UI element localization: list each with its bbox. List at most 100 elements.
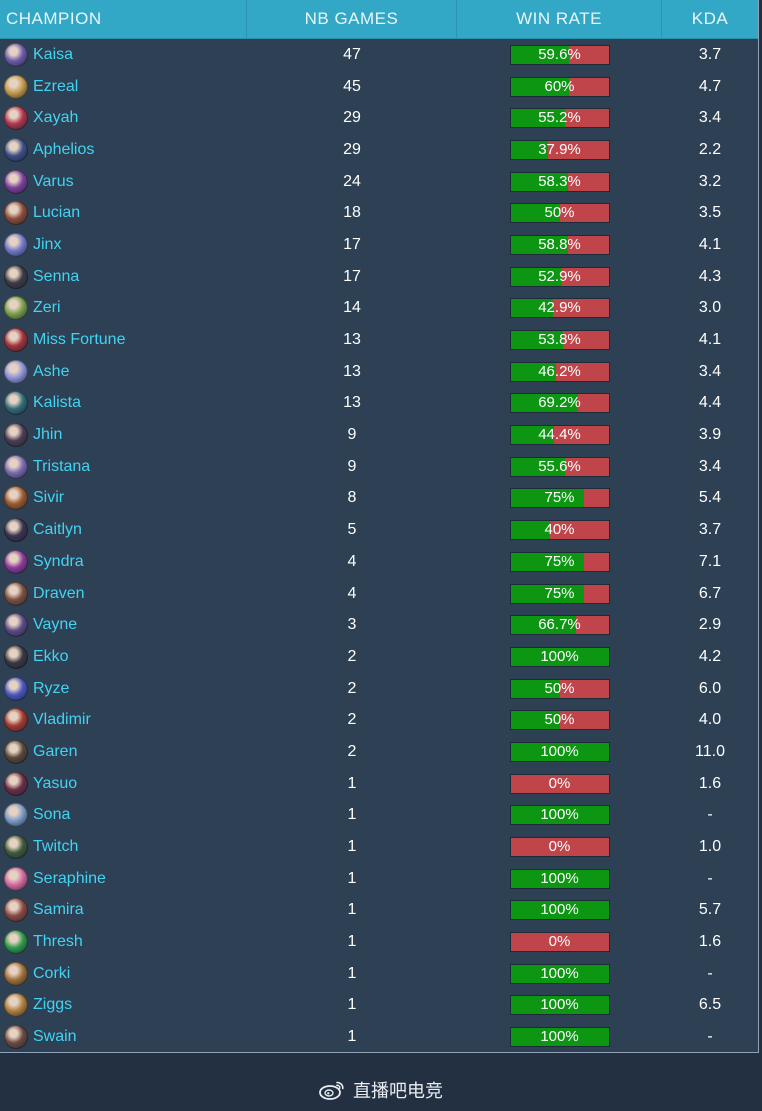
kda-value: 3.4 (698, 457, 722, 475)
table-row[interactable]: Vladimir 2 50% 4.0 (0, 704, 758, 736)
champion-name[interactable]: Thresh (33, 933, 83, 951)
table-row[interactable]: Tristana 9 55.6% 3.4 (0, 451, 758, 483)
win-rate-cell: 58.3% (457, 171, 662, 192)
header-kda[interactable]: KDA (691, 9, 729, 28)
champion-name[interactable]: Kalista (33, 394, 82, 412)
win-rate-label: 42.9% (538, 299, 581, 317)
table-row[interactable]: Jhin 9 44.4% 3.9 (0, 419, 758, 451)
kda-value: 3.4 (698, 362, 722, 380)
table-row[interactable]: Yasuo 1 0% 1.6 (0, 768, 758, 800)
champion-name[interactable]: Varus (33, 172, 74, 190)
table-row[interactable]: Thresh 1 0% 1.6 (0, 926, 758, 958)
champion-name[interactable]: Lucian (33, 204, 81, 222)
champion-name[interactable]: Aphelios (33, 140, 95, 158)
win-rate-label: 100% (540, 647, 579, 665)
win-rate-bar: 100% (509, 868, 610, 889)
champion-name[interactable]: Xayah (33, 109, 79, 127)
champion-avatar (4, 296, 28, 321)
champion-avatar (4, 359, 28, 384)
table-row[interactable]: Vayne 3 66.7% 2.9 (0, 609, 758, 641)
champion-name[interactable]: Ekko (33, 647, 69, 665)
table-row[interactable]: Garen 2 100% 11.0 (0, 736, 758, 768)
champion-avatar (4, 486, 28, 511)
win-rate-fill (510, 172, 568, 191)
champion-name[interactable]: Syndra (33, 552, 84, 570)
weibo-icon (319, 1081, 344, 1100)
table-row[interactable]: Varus 24 58.3% 3.2 (0, 166, 758, 198)
champion-name[interactable]: Vladimir (33, 711, 91, 729)
champion-name[interactable]: Kaisa (33, 45, 74, 63)
table-row[interactable]: Twitch 1 0% 1.0 (0, 831, 758, 863)
table-row[interactable]: Sivir 8 75% 5.4 (0, 483, 758, 515)
champion-name[interactable]: Jhin (33, 426, 63, 444)
table-row[interactable]: Ryze 2 50% 6.0 (0, 673, 758, 705)
win-rate-fill (510, 331, 564, 350)
champion-name[interactable]: Sona (33, 806, 71, 824)
champion-name[interactable]: Ashe (33, 362, 70, 380)
win-rate-bar: 44.4% (509, 425, 610, 446)
table-row[interactable]: Corki 1 100% - (0, 958, 758, 990)
table-row[interactable]: Ekko 2 100% 4.2 (0, 641, 758, 673)
kda-value: 4.3 (698, 267, 722, 285)
champion-name[interactable]: Senna (33, 267, 80, 285)
table-row[interactable]: Sona 1 100% - (0, 800, 758, 832)
kda-value: 4.7 (698, 77, 722, 95)
table-row[interactable]: Swain 1 100% - (0, 1021, 758, 1053)
win-rate-bar: 100% (509, 963, 610, 984)
table-row[interactable]: Zeri 14 42.9% 3.0 (0, 293, 758, 325)
champion-avatar (4, 1025, 28, 1050)
champion-name[interactable]: Garen (33, 742, 78, 760)
table-row[interactable]: Lucian 18 50% 3.5 (0, 197, 758, 229)
champion-name[interactable]: Twitch (33, 838, 79, 856)
champion-name[interactable]: Sivir (33, 489, 65, 507)
champion-name[interactable]: Ezreal (33, 77, 79, 95)
champion-name[interactable]: Ziggs (33, 996, 73, 1014)
win-rate-bar: 100% (509, 741, 610, 762)
champion-name[interactable]: Zeri (33, 299, 61, 317)
kda-value: - (707, 1028, 713, 1046)
table-row[interactable]: Caitlyn 5 40% 3.7 (0, 514, 758, 546)
table-row[interactable]: Seraphine 1 100% - (0, 863, 758, 895)
champion-name[interactable]: Miss Fortune (33, 331, 126, 349)
champion-cell: Swain (0, 1025, 247, 1050)
win-rate-label: 100% (540, 742, 579, 760)
header-games[interactable]: NB GAMES (247, 0, 457, 38)
champion-avatar (4, 898, 28, 923)
champion-name[interactable]: Yasuo (33, 774, 78, 792)
games-count: 47 (343, 45, 361, 63)
champion-name[interactable]: Swain (33, 1028, 77, 1046)
table-row[interactable]: Ezreal 45 60% 4.7 (0, 71, 758, 103)
champion-name[interactable]: Samira (33, 901, 84, 919)
win-rate-cell: 46.2% (457, 361, 662, 382)
table-row[interactable]: Senna 17 52.9% 4.3 (0, 261, 758, 293)
games-count: 4 (347, 584, 357, 602)
header-champion[interactable]: CHAMPION (0, 0, 247, 38)
table-row[interactable]: Ziggs 1 100% 6.5 (0, 990, 758, 1022)
win-rate-bar: 100% (509, 900, 610, 921)
champion-name[interactable]: Caitlyn (33, 521, 82, 539)
games-count: 2 (347, 679, 357, 697)
champion-name[interactable]: Draven (33, 584, 85, 602)
champion-name[interactable]: Ryze (33, 679, 70, 697)
table-row[interactable]: Kaisa 47 59.6% 3.7 (0, 39, 758, 71)
games-count: 17 (343, 235, 361, 253)
champion-name[interactable]: Vayne (33, 616, 78, 634)
games-count: 18 (343, 204, 361, 222)
table-row[interactable]: Samira 1 100% 5.7 (0, 895, 758, 927)
table-row[interactable]: Aphelios 29 37.9% 2.2 (0, 134, 758, 166)
champion-name[interactable]: Seraphine (33, 869, 106, 887)
champion-cell: Kalista (0, 391, 247, 416)
champion-name[interactable]: Tristana (33, 457, 91, 475)
table-row[interactable]: Miss Fortune 13 53.8% 4.1 (0, 324, 758, 356)
champion-name[interactable]: Corki (33, 964, 71, 982)
table-row[interactable]: Syndra 4 75% 7.1 (0, 546, 758, 578)
table-row[interactable]: Kalista 13 69.2% 4.4 (0, 388, 758, 420)
win-rate-label: 0% (548, 774, 571, 792)
table-row[interactable]: Jinx 17 58.8% 4.1 (0, 229, 758, 261)
champion-avatar (4, 613, 28, 638)
champion-name[interactable]: Jinx (33, 235, 62, 253)
header-win-rate[interactable]: WIN RATE (457, 0, 662, 38)
table-row[interactable]: Draven 4 75% 6.7 (0, 578, 758, 610)
table-row[interactable]: Ashe 13 46.2% 3.4 (0, 356, 758, 388)
table-row[interactable]: Xayah 29 55.2% 3.4 (0, 102, 758, 134)
